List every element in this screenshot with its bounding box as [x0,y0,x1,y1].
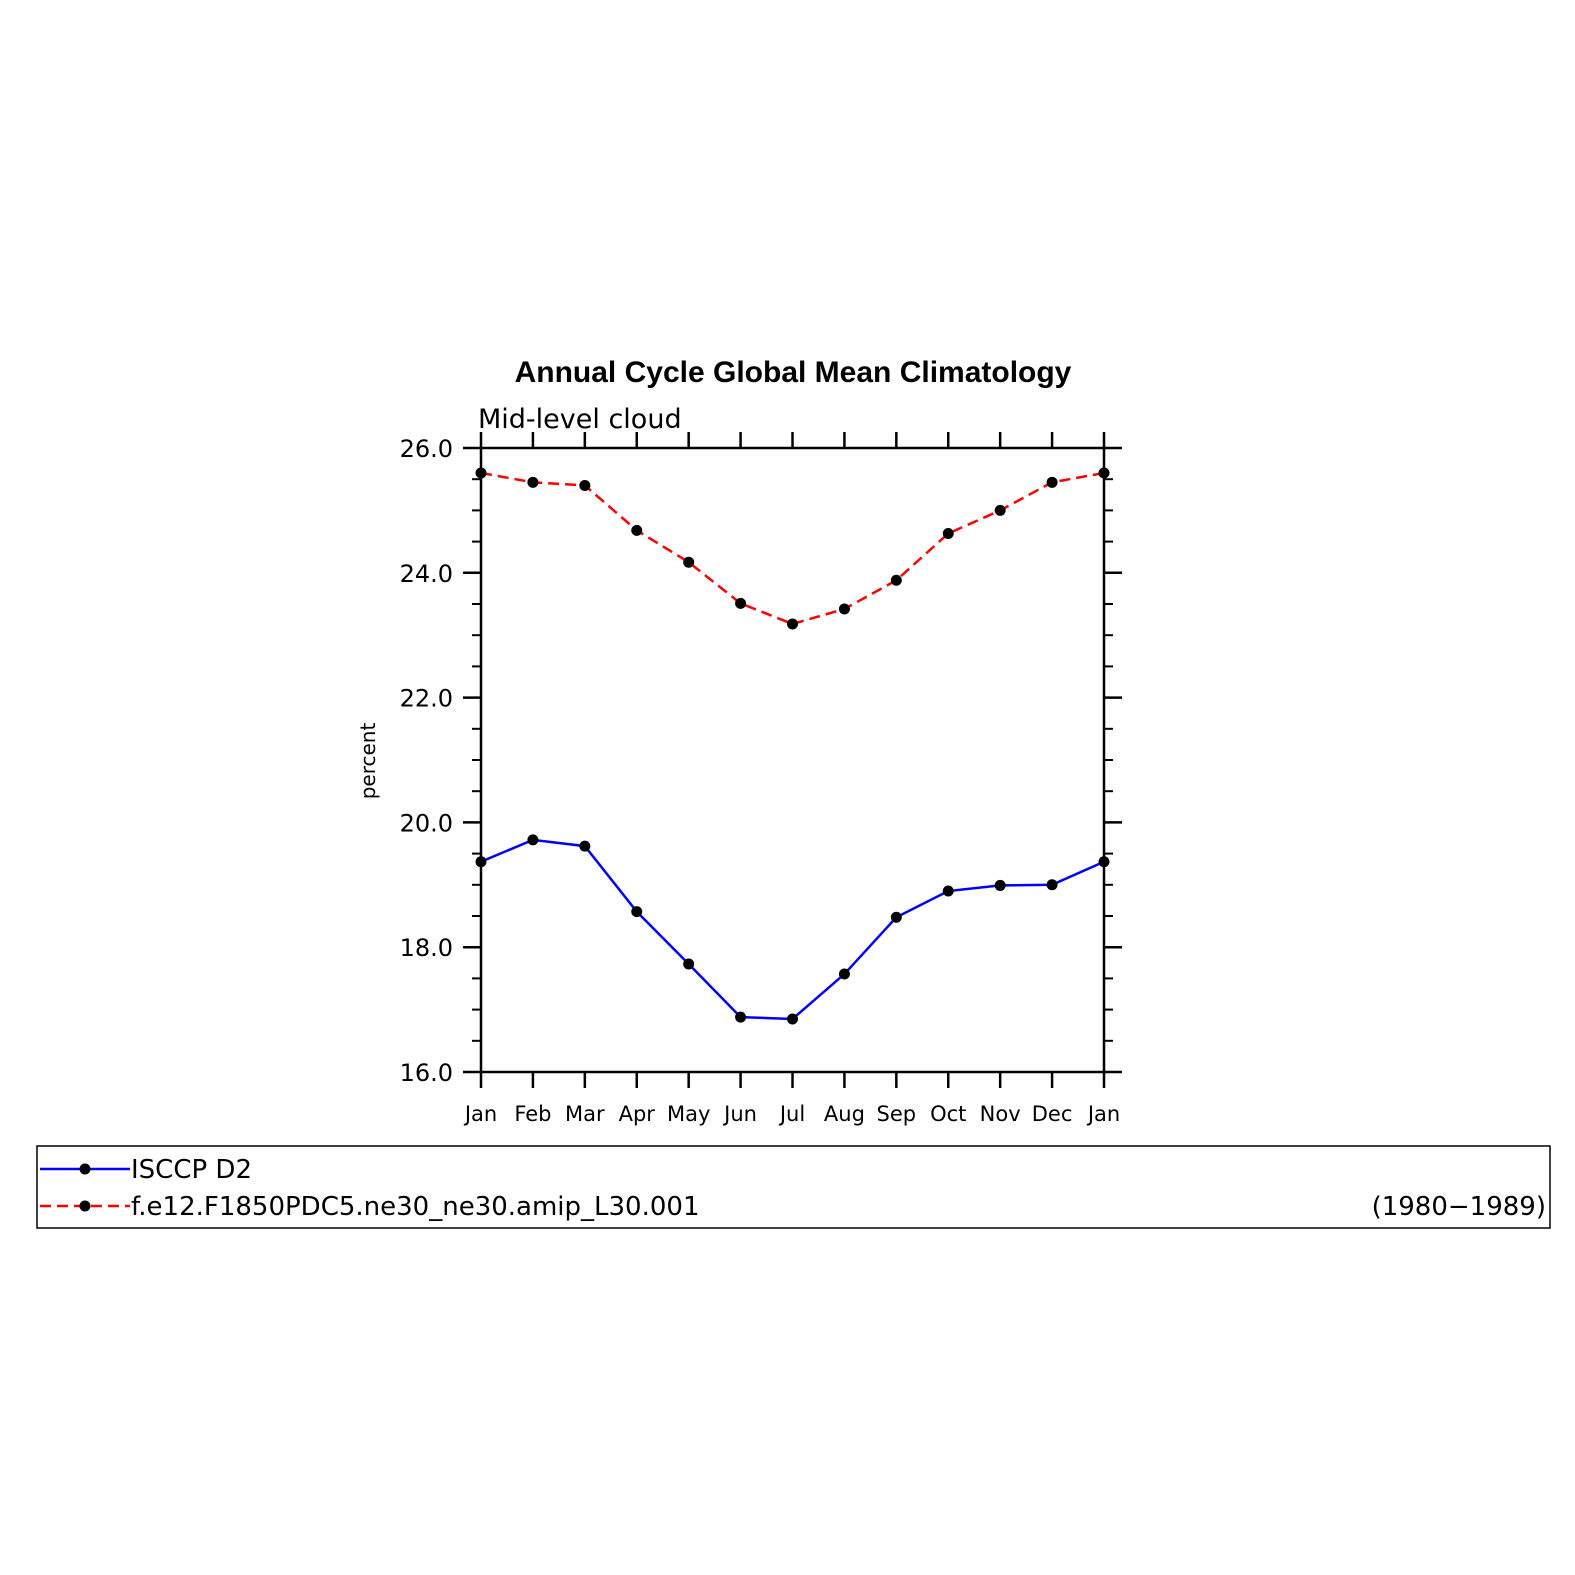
data-point [838,603,850,615]
data-point [683,556,695,568]
data-point [475,467,487,479]
data-point [994,879,1006,891]
x-tick-label: Feb [514,1102,551,1126]
y-tick-label: 24.0 [400,560,453,588]
x-tick-label: Dec [1032,1102,1073,1126]
axes: 16.0 18.0 20.0 22.0 24.0 26.0 Jan Feb Mar Apr May J… [400,432,1122,1126]
data-point [994,504,1006,516]
x-tick-label: Jun [722,1102,757,1126]
legend-marker [79,1200,91,1212]
data-point [890,911,902,923]
x-tick-label: Apr [619,1102,656,1126]
legend-period-note: (1980−1989) [1372,1192,1546,1222]
data-point [1046,879,1058,891]
chart-title: Annual Cycle Global Mean Climatology [515,356,1072,389]
data-point [735,597,747,609]
legend: ISCCP D2 f.e12.F1850PDC5.ne30_ne30.amip_L… [36,1145,1551,1229]
x-tick-label: Nov [980,1102,1021,1126]
x-tick-label: Jan [463,1102,497,1126]
data-point [631,906,643,918]
data-point [631,524,643,536]
data-point [527,476,539,488]
x-tick-label: Sep [877,1102,917,1126]
data-point [683,958,695,970]
data-point [579,479,591,491]
data-point [890,574,902,586]
series-line-1 [480,471,1105,626]
y-axis-label: percent [356,723,380,800]
chart-subtitle: Mid-level cloud [478,404,682,435]
y-tick-label: 22.0 [400,685,453,713]
data-point [942,885,954,897]
x-tick-label: Mar [565,1102,605,1126]
x-tick-label: Jul [778,1102,805,1126]
x-tick-label: May [667,1102,710,1126]
legend-label: ISCCP D2 [131,1155,252,1185]
data-point [838,968,850,980]
y-tick-label: 26.0 [400,435,453,463]
series-lines [475,467,1110,1025]
x-tick-label: Aug [824,1102,865,1126]
y-tick-label: 18.0 [400,934,453,962]
data-point [1098,856,1110,868]
series-line-0 [480,838,1105,1021]
x-tick-label: Jan [1086,1102,1120,1126]
data-point [579,840,591,852]
data-point [735,1011,747,1023]
x-tick-label: Oct [930,1102,966,1126]
data-point [942,527,954,539]
data-point [1098,467,1110,479]
plot-frame [479,446,1106,1074]
y-tick-label: 16.0 [400,1059,453,1087]
data-point [475,856,487,868]
data-point [1046,476,1058,488]
legend-box [36,1145,1551,1229]
data-point [787,618,798,630]
legend-label: f.e12.F1850PDC5.ne30_ne30.amip_L30.001 [131,1192,699,1222]
y-tick-label: 20.0 [400,809,453,837]
data-point [527,834,539,846]
data-point [787,1013,798,1025]
legend-marker [79,1163,91,1175]
